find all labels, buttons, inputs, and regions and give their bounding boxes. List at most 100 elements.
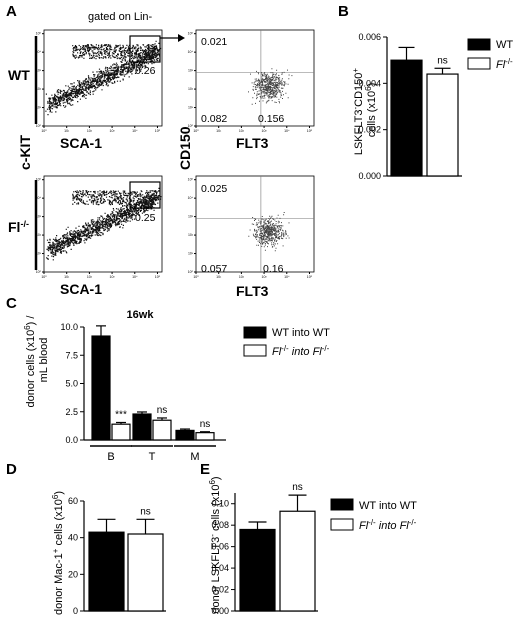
y-tick-label-D: 40: [68, 533, 78, 543]
facs-cd150-flt3-wt-xtick-label: 10²: [239, 129, 245, 133]
significance-E-ko: ns: [292, 482, 303, 493]
y-tick-label-D: 0: [73, 606, 78, 616]
significance-C-ko-M: ns: [200, 419, 211, 430]
facs-cd150-flt3-ko-xtick-label: 10⁴: [284, 275, 290, 279]
significance-B-ko: ns: [437, 55, 448, 66]
bar-C-wt-B: [91, 335, 111, 441]
facs-cd150-flt3-wt-xtick-label: 10¹: [216, 129, 222, 133]
genotype-label-ko: Fl-/-: [8, 219, 29, 235]
ylabel-c: donor cells (x106) / mL blood: [23, 313, 50, 408]
panel-label-c: C: [6, 295, 17, 312]
chart-d: 0 20 40 60 ns: [68, 496, 166, 616]
y-tick-label-C: 5.0: [65, 379, 78, 389]
y-tick-label-E: 0.06: [211, 542, 229, 552]
y-tick-label-E: 0.08: [211, 520, 229, 530]
legend-label-b-ko: Fl-/-​: [496, 57, 513, 71]
legend-swatch-c-ko: [243, 344, 267, 357]
facs-ckit-sca1-ko-ytick-label: 10⁰: [36, 270, 42, 274]
facs-cd150-flt3-ko-ytick-label: 10⁰: [188, 270, 194, 274]
y-tick-label-E: 0.00: [211, 606, 229, 616]
gate-value-ko: 0.25: [135, 212, 156, 224]
facs-ckit-sca1-ko-xtick-label: 10⁴: [132, 275, 138, 279]
facs-cd150-flt3-wt-xtick-label: 10⁵: [307, 129, 313, 133]
facs-ckit-sca1-ko-ytick-label: 10³: [36, 215, 42, 219]
chart-e: 0.00 0.02 0.04 0.06 0.08 0.10 ns WT into WT Fl-/…: [211, 482, 417, 616]
facs-ckit-sca1-ko-xtick-label: 10¹: [64, 275, 70, 279]
facs-plots: 10⁰10⁰10¹10¹10²10²10³10³10⁴10⁴10⁵10⁵10⁰1…: [36, 29, 315, 279]
ylabel-d: donor Mac-1+ cells (x106): [51, 491, 65, 615]
facs-cd150-flt3-wt-ytick-label: 10²: [188, 87, 194, 91]
facs-cd150-flt3-ko-events: [248, 212, 290, 252]
facs-ckit-sca1-wt-ytick-label: 10⁰: [36, 124, 42, 128]
facs-ckit-sca1-wt-ytick-label: 10³: [36, 69, 42, 73]
facs-cd150-flt3-ko-ytick-label: 10¹: [188, 252, 194, 256]
bar-C-ko-T: [152, 419, 172, 441]
facs-cd150-flt3-ko-xtick-label: 10⁵: [307, 275, 313, 279]
facs-cd150-flt3-ko-xtick-label: 10³: [262, 275, 268, 279]
y-tick-label-E: 0.04: [211, 563, 229, 573]
bar-B-wt: [390, 59, 423, 177]
legend-swatch-e-ko: [330, 518, 354, 531]
facs-ckit-sca1-ko-xtick-label: 10⁵: [155, 275, 161, 279]
facs-ckit-sca1-wt-ytick-label: 10⁵: [36, 32, 42, 36]
facs-ckit-sca1-ko-xtick-label: 10³: [110, 275, 116, 279]
bar-E-wt: [239, 528, 276, 612]
q-ll-ko: 0.057: [201, 263, 227, 275]
y-tick-label-C: 7.5: [65, 350, 78, 360]
legend-swatch-c-wt: [243, 326, 267, 339]
q-lr-ko: 0.16: [263, 263, 284, 275]
legend-swatch-e-wt: [330, 498, 354, 511]
chart-c: 0.0 2.5 5.0 7.5 10.0 *** ns ns B T M 16wk WT into WT…: [60, 309, 330, 463]
facs-ckit-sca1-wt-xtick-label: 10⁴: [132, 129, 138, 133]
y-tick-label-B: 0.006: [358, 32, 381, 42]
legend-label-e-ko: Fl-/-​ into Fl-/-​: [359, 518, 417, 532]
significance-C-ko-T: ns: [157, 405, 168, 416]
facs-ckit-sca1-wt-gate: [129, 35, 161, 63]
y-tick-label-E: 0.10: [211, 499, 229, 509]
x-label-flt3-ko: FLT3: [236, 283, 269, 299]
facs-ckit-sca1-wt-xtick-label: 10³: [110, 129, 116, 133]
facs-cd150-flt3-ko-ytick-label: 10⁴: [188, 196, 194, 200]
facs-cd150-flt3-wt-ytick-label: 10⁰: [188, 124, 194, 128]
y-tick-label-D: 20: [68, 569, 78, 579]
panel-label-e: E: [200, 461, 210, 478]
legend-swatch-b-ko: [467, 57, 491, 70]
facs-cd150-flt3-wt-ytick-label: 10¹: [188, 106, 194, 110]
facs-cd150-flt3-ko-ytick-label: 10⁵: [188, 178, 194, 182]
facs-ckit-sca1-wt-xtick-label: 10⁰: [41, 129, 47, 133]
facs-cd150-flt3-wt-ytick-label: 10³: [188, 69, 194, 73]
right-y-label: CD150: [177, 126, 193, 170]
title-c: 16wk: [127, 309, 155, 321]
gate-note: gated on Lin-: [88, 11, 153, 23]
y-tick-label-B: 0.000: [358, 171, 381, 181]
facs-ckit-sca1-wt-events: [45, 40, 162, 116]
facs-ckit-sca1-ko-ytick-label: 10⁴: [36, 196, 42, 200]
facs-cd150-flt3-wt-ytick-label: 10⁴: [188, 50, 194, 54]
ylabel-b: LSKFLT3-CD150+ cells (x106): [349, 65, 378, 155]
y-tick-label-C: 10.0: [60, 322, 78, 332]
bar-C-wt-T: [132, 413, 152, 441]
legend-label-e-wt: WT into WT: [359, 500, 417, 512]
y-tick-label-E: 0.02: [211, 585, 229, 595]
significance-D-ko: ns: [140, 506, 151, 517]
facs-ckit-sca1-wt-xtick-label: 10⁵: [155, 129, 161, 133]
bar-C-ko-M: [195, 432, 215, 441]
facs-ckit-sca1-ko-gate: [129, 181, 161, 209]
facs-ckit-sca1-wt-ytick-label: 10⁴: [36, 50, 42, 54]
bar-D-wt: [88, 531, 125, 612]
facs-ckit-sca1-ko-ytick-label: 10⁵: [36, 178, 42, 182]
facs-cd150-flt3-ko-frame: [195, 175, 315, 273]
legend-label-b-wt: WT: [496, 39, 513, 51]
gate-value-wt: 0.26: [135, 65, 156, 77]
panel-label-b: B: [338, 3, 349, 20]
facs-cd150-flt3-ko-ytick-label: 10³: [188, 215, 194, 219]
bar-E-ko: [279, 510, 316, 612]
facs-ckit-sca1-ko-ytick-label: 10¹: [36, 252, 42, 256]
x-label-sca1-ko: SCA-1: [60, 281, 102, 297]
significance-C-ko-B: ***: [115, 409, 127, 420]
bar-C-wt-M: [175, 429, 195, 441]
facs-cd150-flt3-ko-ytick-label: 10²: [188, 233, 194, 237]
